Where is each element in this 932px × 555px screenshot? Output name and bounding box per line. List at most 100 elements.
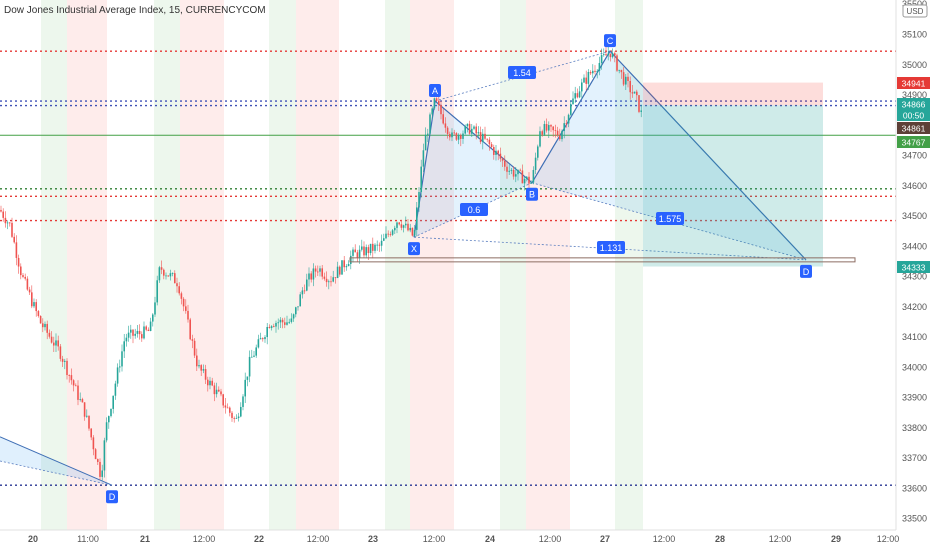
candle-body bbox=[396, 222, 398, 228]
candle-body bbox=[268, 326, 271, 329]
candle-body bbox=[50, 336, 53, 343]
time-tick-label: 27 bbox=[600, 534, 610, 544]
candle-body bbox=[167, 275, 169, 277]
candle-body bbox=[427, 133, 429, 135]
candle-body bbox=[119, 366, 121, 368]
time-tick-label: 12:00 bbox=[769, 534, 792, 544]
candle-body bbox=[79, 399, 81, 400]
candle-body bbox=[420, 166, 422, 193]
candle-body bbox=[548, 125, 550, 131]
candle-body bbox=[361, 246, 363, 250]
candle-body bbox=[468, 123, 471, 134]
candle-body bbox=[387, 233, 389, 235]
candle-body bbox=[200, 365, 202, 371]
candle-body bbox=[92, 437, 95, 450]
candle-body bbox=[59, 346, 62, 359]
price-tick-label: 34200 bbox=[902, 302, 927, 312]
candle-body bbox=[416, 207, 418, 230]
candle-body bbox=[523, 179, 526, 184]
candle-body bbox=[273, 326, 275, 327]
candle-body bbox=[627, 76, 629, 81]
candle-body bbox=[321, 268, 323, 277]
candle-body bbox=[255, 347, 257, 356]
candle-body bbox=[341, 260, 343, 275]
candle-body bbox=[508, 170, 510, 172]
price-tick-label: 34500 bbox=[902, 211, 927, 221]
candle-body bbox=[442, 114, 444, 124]
candle-body bbox=[163, 269, 165, 276]
time-tick-label: 12:00 bbox=[193, 534, 216, 544]
candle-body bbox=[251, 356, 253, 358]
candle-body bbox=[55, 340, 57, 346]
candle-body bbox=[204, 369, 207, 380]
candle-body bbox=[295, 307, 297, 315]
candle-body bbox=[369, 243, 372, 254]
candle-body bbox=[464, 126, 466, 134]
candle-body bbox=[504, 160, 506, 167]
candle-body bbox=[189, 319, 191, 340]
candle-body bbox=[532, 169, 535, 183]
candle-body bbox=[101, 470, 103, 477]
candle-body bbox=[147, 329, 150, 332]
candle-body bbox=[581, 82, 583, 92]
candle-body bbox=[636, 91, 638, 96]
candle-body bbox=[262, 338, 264, 340]
candle-body bbox=[28, 289, 31, 293]
ratio-label-box bbox=[508, 66, 536, 79]
candle-body bbox=[323, 276, 326, 279]
candle-body bbox=[592, 70, 594, 74]
candle-body bbox=[402, 225, 405, 228]
candle-body bbox=[526, 176, 528, 180]
candle-body bbox=[174, 273, 176, 284]
session-band-green bbox=[154, 0, 180, 530]
pattern-point-labels: X A B C D D bbox=[106, 34, 812, 504]
candle-body bbox=[39, 315, 42, 324]
candle-body bbox=[451, 132, 453, 138]
time-tick-label: 12:00 bbox=[307, 534, 330, 544]
candle-body bbox=[213, 385, 216, 395]
candle-body bbox=[86, 415, 88, 417]
candle-body bbox=[292, 314, 295, 319]
currency-badge[interactable] bbox=[902, 4, 928, 18]
candle-body bbox=[13, 236, 15, 243]
candle-body bbox=[455, 133, 458, 140]
candle-body bbox=[330, 281, 332, 283]
candle-body bbox=[215, 389, 218, 395]
candle-body bbox=[244, 379, 246, 397]
time-tick-label: 22 bbox=[254, 534, 264, 544]
candle-body bbox=[339, 266, 341, 275]
candle-body bbox=[57, 340, 59, 347]
time-tick-label: 20 bbox=[28, 534, 38, 544]
candle-body bbox=[154, 302, 156, 315]
time-tick-label: 12:00 bbox=[423, 534, 446, 544]
candle-body bbox=[152, 314, 154, 322]
candle-body bbox=[374, 244, 376, 251]
candle-body bbox=[180, 293, 183, 299]
candle-body bbox=[363, 246, 365, 256]
candle-body bbox=[600, 55, 603, 63]
candle-body bbox=[44, 323, 46, 328]
position-tool[interactable] bbox=[643, 82, 823, 267]
candle-body bbox=[607, 53, 609, 56]
candle-body bbox=[72, 380, 75, 386]
ratio-label-box bbox=[597, 241, 625, 254]
candle-body bbox=[48, 332, 51, 337]
candle-body bbox=[53, 342, 55, 346]
candle-body bbox=[559, 135, 561, 140]
time-tick-label: 12:00 bbox=[653, 534, 676, 544]
candle-body bbox=[598, 62, 601, 71]
candle-body bbox=[312, 268, 315, 280]
candle-body bbox=[350, 255, 352, 264]
stop-zone bbox=[643, 82, 823, 106]
candle-body bbox=[561, 130, 563, 140]
candle-body bbox=[297, 306, 299, 308]
candle-body bbox=[530, 182, 532, 184]
prior-pattern-ratio-line bbox=[0, 460, 113, 486]
price-tag: 34941 bbox=[902, 79, 926, 89]
candle-body bbox=[182, 298, 185, 307]
candle-body bbox=[198, 365, 200, 367]
ratio-label: 1.575 bbox=[659, 214, 682, 224]
candle-body bbox=[303, 290, 306, 292]
candle-body bbox=[306, 279, 308, 291]
